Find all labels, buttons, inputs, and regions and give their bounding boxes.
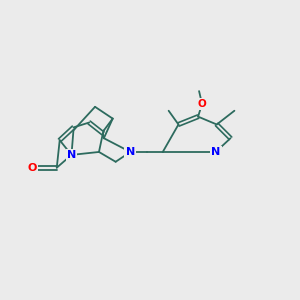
Text: N: N	[67, 150, 76, 160]
Text: N: N	[126, 147, 135, 157]
Text: O: O	[198, 99, 206, 109]
Text: O: O	[28, 163, 37, 173]
Text: N: N	[211, 147, 220, 157]
